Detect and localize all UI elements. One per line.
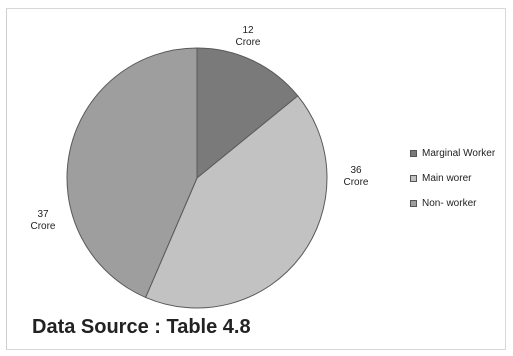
- slice-unit-main-worker: Crore: [343, 177, 369, 188]
- slice-value-marginal-worker: 12: [242, 25, 254, 36]
- legend-label-main-worker: Main worer: [422, 172, 472, 184]
- legend-swatch-non-worker: [410, 199, 417, 207]
- pie-slice-marginal-worker: [196, 47, 299, 180]
- chart-frame: [6, 8, 506, 350]
- slice-label-marginal-worker: 12 Crore: [218, 25, 278, 49]
- slice-value-main-worker: 36: [350, 165, 362, 176]
- legend-label-non-worker: Non- worker: [422, 197, 477, 209]
- legend-item-marginal-worker: Marginal Worker: [410, 147, 495, 159]
- legend-swatch-marginal-worker: [410, 149, 417, 157]
- legend-item-non-worker: Non- worker: [410, 197, 495, 209]
- legend-label-marginal-worker: Marginal Worker: [422, 147, 496, 159]
- slice-label-non-worker: 37 Crore: [13, 209, 73, 233]
- legend-item-main-worker: Main worer: [410, 172, 495, 184]
- pie-slice-main-worker: [144, 95, 328, 309]
- slice-label-main-worker: 36 Crore: [326, 165, 386, 189]
- pie-slice-non-worker: [66, 47, 198, 299]
- slice-unit-marginal-worker: Crore: [235, 37, 261, 48]
- chart-legend: Marginal Worker Main worer Non- worker: [410, 147, 495, 222]
- data-source-caption: Data Source : Table 4.8: [32, 316, 251, 338]
- slice-value-non-worker: 37: [37, 209, 49, 220]
- slice-unit-non-worker: Crore: [30, 221, 56, 232]
- legend-swatch-main-worker: [410, 174, 417, 182]
